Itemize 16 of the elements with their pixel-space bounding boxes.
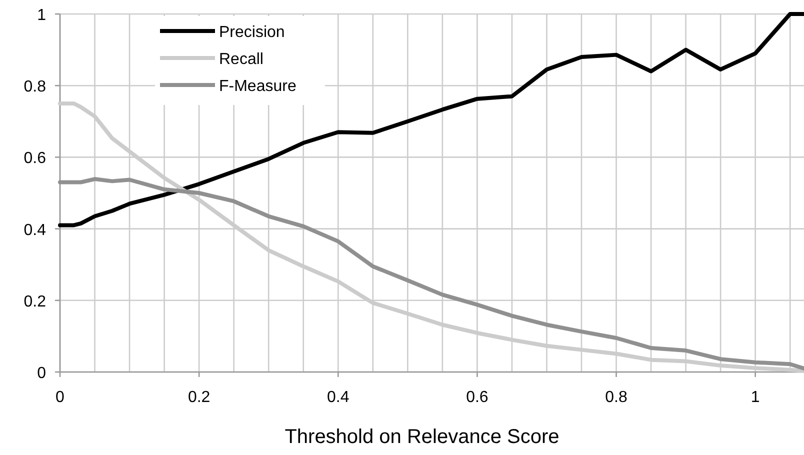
- y-tick-label: 0.8: [24, 78, 46, 96]
- y-tick-label: 1: [37, 7, 46, 24]
- y-tick-label: 0.4: [24, 222, 46, 239]
- y-tick-label: 0.6: [24, 150, 46, 168]
- x-tick-label: 1: [750, 389, 760, 406]
- x-tick-label: 0.2: [188, 389, 210, 406]
- y-tick-label: 0: [37, 365, 46, 382]
- legend-label: F-Measure: [219, 78, 296, 95]
- legend-label: Recall: [219, 51, 264, 68]
- x-tick-label: 0.4: [327, 389, 350, 406]
- x-tick-label: 0.6: [466, 389, 488, 406]
- x-axis-title: Threshold on Relevance Score: [284, 426, 560, 448]
- legend-label: Precision: [219, 24, 285, 41]
- x-tick-label: 0: [56, 389, 65, 406]
- y-tick-label: 0.2: [24, 293, 46, 310]
- x-tick-label: 0.8: [605, 389, 628, 406]
